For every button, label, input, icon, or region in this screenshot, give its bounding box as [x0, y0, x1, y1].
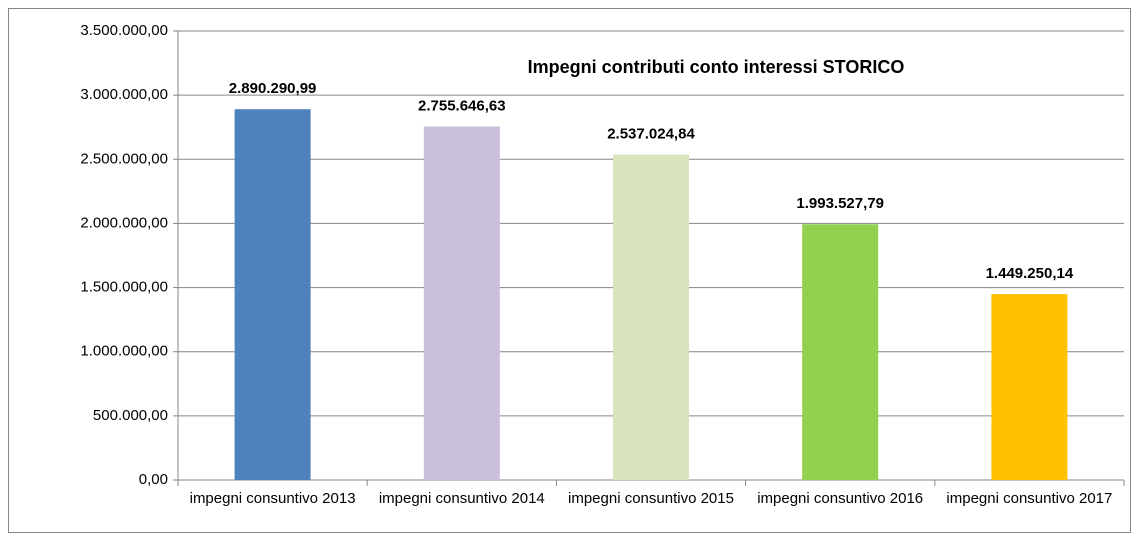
y-tick-label: 0,00: [139, 471, 168, 488]
bar: [991, 294, 1068, 480]
y-tick-label: 1.000.000,00: [80, 343, 168, 360]
bar: [423, 126, 500, 481]
y-tick-label: 3.000.000,00: [80, 86, 168, 103]
x-tick-label: impegni consuntivo 2014: [378, 490, 545, 507]
y-tick-label: 2.500.000,00: [80, 150, 168, 167]
data-label: 1.449.250,14: [986, 265, 1074, 282]
x-tick-label: impegni consuntivo 2017: [946, 490, 1113, 507]
x-tick-label: impegni consuntivo 2016: [757, 490, 924, 507]
bar: [613, 154, 689, 480]
data-label: 1.993.527,79: [796, 195, 884, 212]
x-tick-label: impegni consuntivo 2015: [568, 490, 734, 507]
x-tick-label: impegni consuntivo 2013: [189, 490, 356, 507]
data-label: 2.537.024,84: [607, 126, 695, 143]
y-tick-label: 500.000,00: [93, 407, 168, 424]
bar: [234, 109, 311, 481]
y-tick-label: 1.500.000,00: [80, 279, 168, 296]
chart-title: Impegni contributi conto interessi STORI…: [528, 57, 905, 77]
y-tick-label: 3.500.000,00: [80, 22, 168, 39]
data-label: 2.755.646,63: [418, 97, 506, 114]
data-label: 2.890.290,99: [229, 80, 317, 97]
chart-border: [8, 8, 1131, 533]
y-tick-label: 2.000.000,00: [80, 214, 168, 231]
bar: [802, 224, 879, 480]
